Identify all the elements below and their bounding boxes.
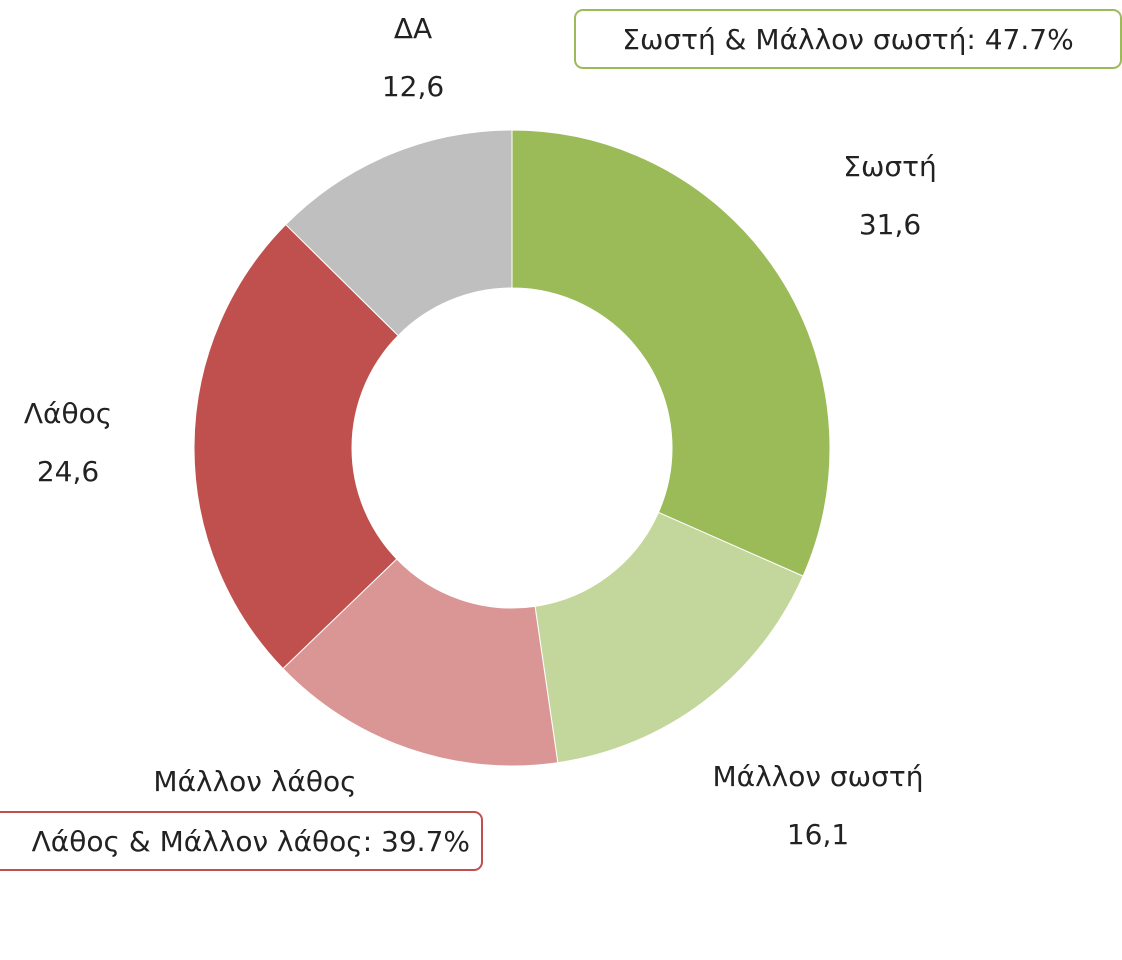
value-label: 12,6: [382, 70, 444, 103]
donut-slice: [534, 511, 804, 764]
category-label: Μάλλον σωστή: [713, 760, 924, 793]
category-label: Σωστή: [843, 150, 937, 183]
donut-slice: [511, 129, 831, 577]
annotation-text: Σωστή & Μάλλον σωστή: 47.7%: [622, 23, 1073, 56]
value-label: 31,6: [859, 208, 921, 241]
annotation-text: Λάθος & Μάλλον λάθος: 39.7%: [32, 825, 470, 858]
category-label: ΔΑ: [394, 12, 432, 45]
value-label: 16,1: [787, 818, 849, 851]
donut-slice: [285, 129, 513, 337]
category-label: Λάθος: [24, 397, 112, 430]
donut-slice: [193, 223, 399, 670]
donut-slice: [282, 558, 559, 767]
annotation-box: [0, 811, 483, 871]
value-label: 24,6: [37, 455, 99, 488]
category-label: Μάλλον λάθος: [153, 765, 356, 798]
annotation-box: [574, 9, 1122, 69]
